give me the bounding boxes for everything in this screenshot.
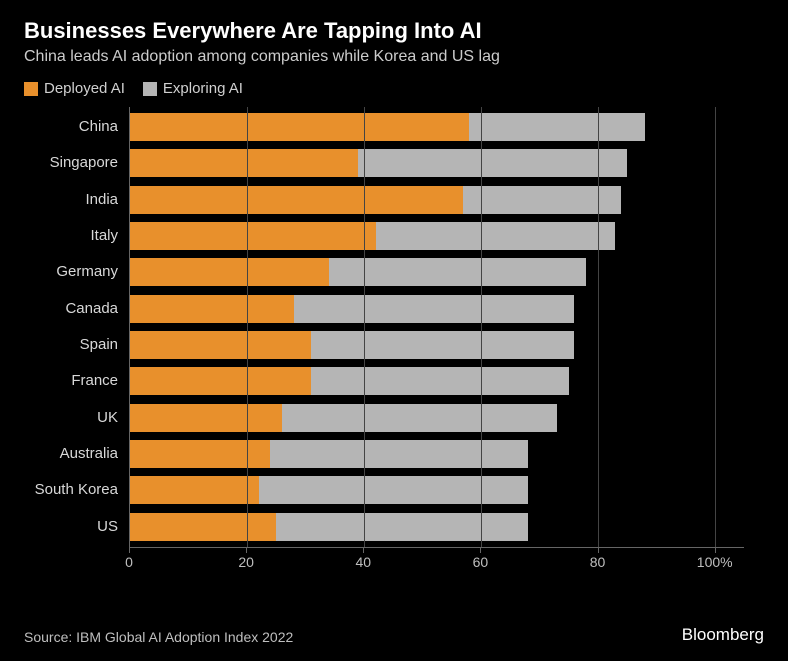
bar-segment-deployed: [130, 331, 311, 359]
bar-segment-deployed: [130, 149, 358, 177]
bar-row: US: [130, 513, 744, 541]
grid-line: [247, 107, 248, 547]
bar-row: Singapore: [130, 149, 744, 177]
x-tick-mark: [363, 548, 364, 553]
grid-line: [481, 107, 482, 547]
category-label: Germany: [56, 258, 118, 286]
bar-row: Germany: [130, 258, 744, 286]
bar-row: Australia: [130, 440, 744, 468]
bar-segment-exploring: [358, 149, 627, 177]
bar-row: Italy: [130, 222, 744, 250]
x-tick-mark: [129, 548, 130, 553]
category-label: Singapore: [50, 149, 118, 177]
grid-line: [364, 107, 365, 547]
chart-title: Businesses Everywhere Are Tapping Into A…: [24, 18, 764, 44]
x-tick-label: 0: [125, 554, 133, 570]
chart-subtitle: China leads AI adoption among companies …: [24, 48, 764, 66]
x-tick-mark: [246, 548, 247, 553]
legend: Deployed AI Exploring AI: [24, 80, 764, 97]
category-label: Canada: [65, 295, 118, 323]
bar-segment-exploring: [329, 258, 586, 286]
legend-item-exploring: Exploring AI: [143, 80, 243, 97]
plot-area: China Singapore India Italy Germany Canada Spa…: [129, 107, 744, 547]
bar-segment-deployed: [130, 295, 294, 323]
legend-swatch-deployed: [24, 82, 38, 96]
bar-segment-exploring: [270, 440, 527, 468]
x-axis: 020406080100%: [129, 547, 744, 577]
bar-segment-exploring: [311, 367, 568, 395]
bar-row: South Korea: [130, 476, 744, 504]
bar-segment-exploring: [282, 404, 557, 432]
legend-swatch-exploring: [143, 82, 157, 96]
bars-container: China Singapore India Italy Germany Canada Spa…: [130, 107, 744, 547]
x-tick-label: 80: [590, 554, 606, 570]
bar-segment-exploring: [469, 113, 644, 141]
category-label: US: [97, 513, 118, 541]
bar-segment-deployed: [130, 186, 463, 214]
bar-segment-deployed: [130, 476, 259, 504]
bar-row: UK: [130, 404, 744, 432]
category-label: France: [71, 367, 118, 395]
legend-label-exploring: Exploring AI: [163, 80, 243, 97]
brand-text: Bloomberg: [682, 625, 764, 645]
category-label: Spain: [80, 331, 118, 359]
source-text: Source: IBM Global AI Adoption Index 202…: [24, 629, 293, 645]
x-tick-label: 20: [238, 554, 254, 570]
x-tick-mark: [480, 548, 481, 553]
bar-segment-deployed: [130, 113, 469, 141]
bar-segment-deployed: [130, 404, 282, 432]
bar-segment-deployed: [130, 222, 376, 250]
bar-segment-exploring: [276, 513, 527, 541]
x-tick-mark: [598, 548, 599, 553]
bar-segment-exploring: [376, 222, 616, 250]
bar-segment-exploring: [294, 295, 575, 323]
bar-segment-deployed: [130, 513, 276, 541]
grid-line: [598, 107, 599, 547]
bar-row: India: [130, 186, 744, 214]
category-label: Italy: [90, 222, 118, 250]
legend-item-deployed: Deployed AI: [24, 80, 125, 97]
bar-row: Canada: [130, 295, 744, 323]
footer: Source: IBM Global AI Adoption Index 202…: [24, 625, 764, 645]
x-tick-label: 40: [355, 554, 371, 570]
bar-row: France: [130, 367, 744, 395]
bar-segment-exploring: [259, 476, 528, 504]
x-tick-label: 60: [473, 554, 489, 570]
x-tick-label: 100%: [697, 554, 733, 570]
category-label: India: [85, 186, 118, 214]
bar-segment-deployed: [130, 258, 329, 286]
category-label: UK: [97, 404, 118, 432]
category-label: South Korea: [35, 476, 118, 504]
legend-label-deployed: Deployed AI: [44, 80, 125, 97]
x-tick-mark: [715, 548, 716, 553]
grid-line: [715, 107, 716, 547]
bar-row: China: [130, 113, 744, 141]
category-label: Australia: [60, 440, 118, 468]
bar-segment-deployed: [130, 367, 311, 395]
bar-segment-exploring: [311, 331, 574, 359]
category-label: China: [79, 113, 118, 141]
bar-segment-deployed: [130, 440, 270, 468]
chart-area: China Singapore India Italy Germany Canada Spa…: [129, 107, 744, 577]
bar-row: Spain: [130, 331, 744, 359]
